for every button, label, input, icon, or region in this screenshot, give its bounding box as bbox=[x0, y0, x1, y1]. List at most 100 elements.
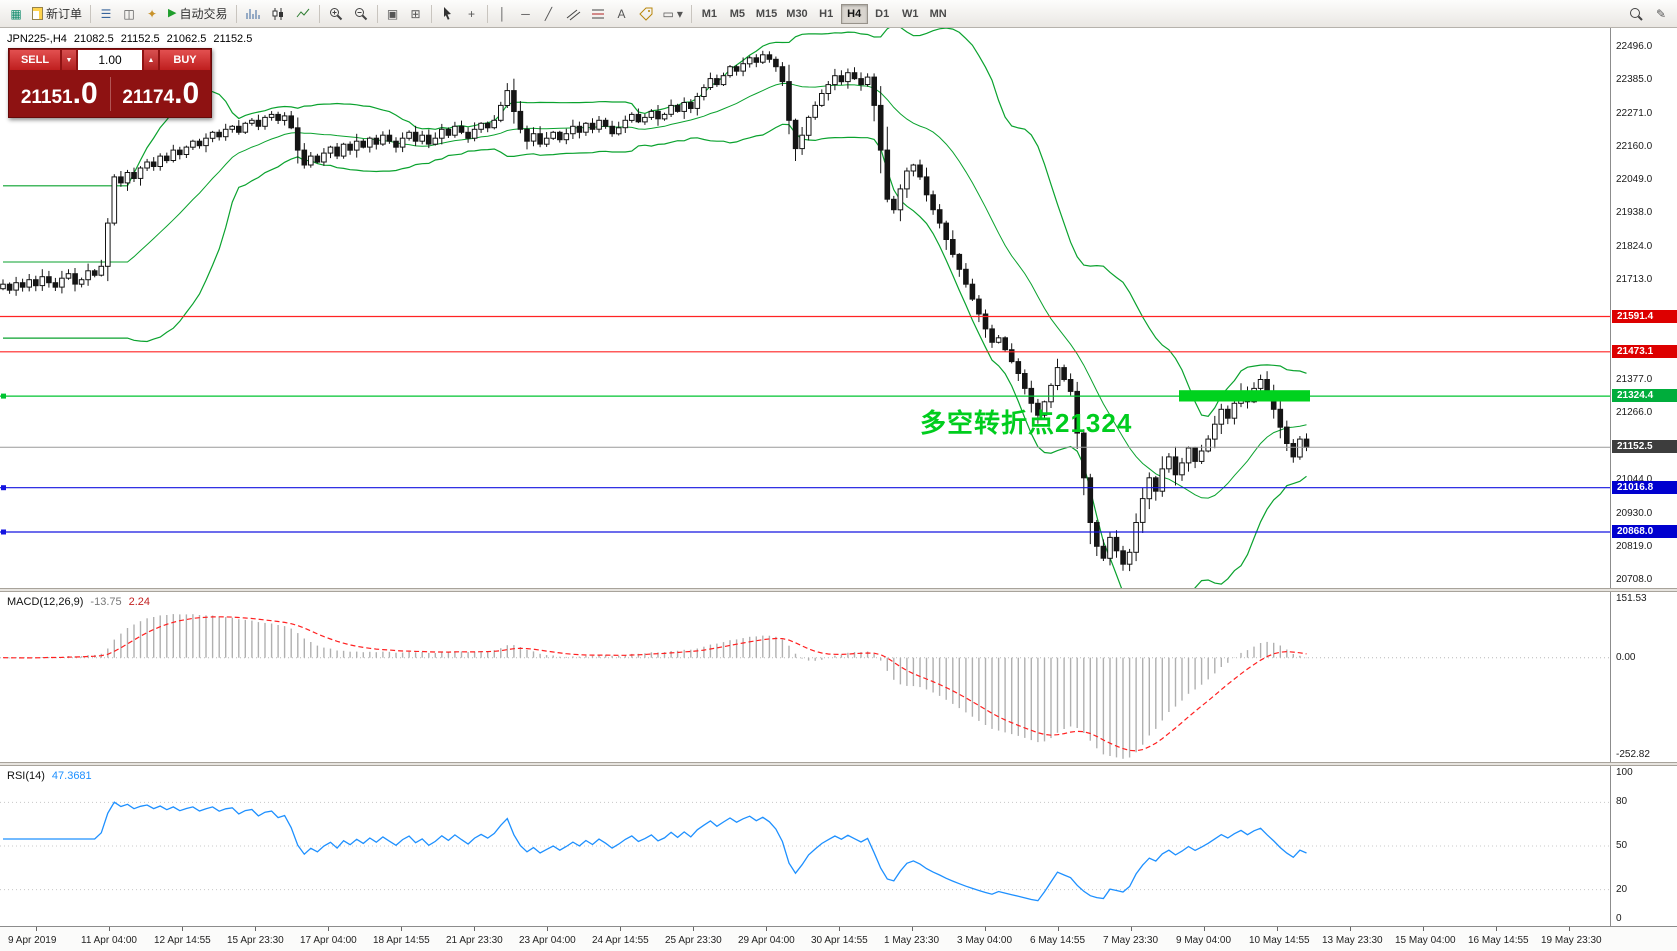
new-order-button[interactable]: 新订单 bbox=[28, 3, 86, 25]
volume-input[interactable] bbox=[77, 49, 143, 71]
bar-chart-button[interactable] bbox=[241, 3, 265, 25]
panel-splitter[interactable] bbox=[0, 588, 1677, 592]
main-chart-panel: JPN225-,H4 21082.5 21152.5 21062.5 21152… bbox=[0, 28, 1677, 588]
time-axis-label: 16 May 14:55 bbox=[1468, 935, 1529, 946]
auto-trading-button[interactable]: ▶ 自动交易 bbox=[164, 3, 231, 25]
timeframe-button-W1[interactable]: W1 bbox=[901, 7, 919, 20]
horizontal-line-button[interactable]: ─ bbox=[515, 3, 537, 25]
vertical-line-button[interactable]: │ bbox=[492, 3, 514, 25]
chevron-down-icon: ▾ bbox=[676, 6, 683, 21]
toolbar-separator bbox=[690, 4, 692, 23]
zoom-out-button[interactable] bbox=[349, 3, 373, 25]
new-chart-icon: ▦ bbox=[10, 6, 22, 21]
macd-label: MACD(12,26,9) bbox=[7, 596, 84, 608]
time-axis-label: 12 Apr 14:55 bbox=[154, 935, 211, 946]
time-axis[interactable]: 9 Apr 2019 11 Apr 04:00 12 Apr 14:55 15 Apr… bbox=[0, 926, 1677, 951]
navigator-button[interactable]: ✦ bbox=[141, 3, 163, 25]
price-axis-label: 22271.0 bbox=[1616, 108, 1653, 120]
chart-canvas[interactable]: JPN225-,H4 21082.5 21152.5 21062.5 21152… bbox=[0, 28, 1610, 588]
buy-button[interactable]: BUY bbox=[159, 49, 211, 71]
time-axis-label: 25 Apr 23:30 bbox=[665, 935, 722, 946]
new-order-icon bbox=[32, 7, 43, 20]
tile-windows-icon: ▣ bbox=[386, 6, 399, 21]
time-axis-tick bbox=[1423, 927, 1424, 931]
time-axis-label: 11 Apr 04:00 bbox=[81, 935, 137, 946]
trendline-button[interactable]: ╱ bbox=[538, 3, 560, 25]
crosshair-icon: + bbox=[467, 6, 475, 21]
price-badge-green: 21324.4 bbox=[1612, 389, 1677, 403]
rsi-label: RSI(14) bbox=[7, 770, 45, 782]
timeframe-button-H4[interactable]: H4 bbox=[840, 3, 868, 24]
search-button[interactable] bbox=[1624, 3, 1648, 25]
time-axis-tick bbox=[36, 927, 37, 931]
price-axis-label: 22385.0 bbox=[1616, 74, 1653, 86]
time-axis-label: 24 Apr 14:55 bbox=[592, 935, 649, 946]
sell-button[interactable]: SELL bbox=[9, 49, 61, 71]
time-axis-tick bbox=[1277, 927, 1278, 931]
chart-annotation: 多空转折点21324 bbox=[920, 408, 1133, 439]
crosshair-button[interactable]: + bbox=[461, 3, 483, 25]
line-chart-button[interactable] bbox=[291, 3, 315, 25]
volume-down-button[interactable]: ▼ bbox=[61, 49, 77, 71]
macd-axis-label: 0.00 bbox=[1616, 651, 1636, 663]
macd-axis[interactable]: 151.53 0.00 -252.82 bbox=[1610, 592, 1677, 762]
edit-button[interactable]: ✎ bbox=[1650, 3, 1672, 25]
timeframe-button-H1[interactable]: H1 bbox=[819, 7, 834, 20]
cursor-button[interactable] bbox=[436, 3, 460, 25]
shapes-button[interactable]: ▭ ▾ bbox=[659, 3, 687, 25]
fibonacci-button[interactable] bbox=[586, 3, 610, 25]
toolbar-separator bbox=[318, 4, 320, 23]
candlestick-chart-button[interactable] bbox=[266, 3, 290, 25]
panel-splitter[interactable] bbox=[0, 762, 1677, 766]
data-window-button[interactable]: ◫ bbox=[118, 3, 140, 25]
sell-price-frac: .0 bbox=[72, 77, 98, 110]
zoom-in-button[interactable] bbox=[324, 3, 348, 25]
new-chart-button[interactable]: ▦ bbox=[5, 3, 27, 25]
timeframe-button-M1[interactable]: M1 bbox=[701, 7, 718, 20]
macd-axis-label: -252.82 bbox=[1616, 749, 1650, 761]
zoom-out-icon bbox=[354, 7, 367, 20]
tile-windows-button[interactable]: ▣ bbox=[382, 3, 404, 25]
channel-button[interactable] bbox=[561, 3, 585, 25]
chart-window: JPN225-,H4 21082.5 21152.5 21062.5 21152… bbox=[0, 28, 1677, 951]
data-window-icon: ◫ bbox=[123, 6, 135, 21]
time-axis-label: 21 Apr 23:30 bbox=[446, 935, 503, 946]
bar-chart-icon bbox=[246, 8, 259, 19]
rsi-axis-label: 80 bbox=[1616, 796, 1628, 808]
rsi-canvas[interactable]: RSI(14) 47.3681 bbox=[0, 766, 1610, 926]
grid-button[interactable]: ⊞ bbox=[405, 3, 427, 25]
time-axis-tick bbox=[182, 927, 183, 931]
price-axis[interactable]: 22496.0 22385.0 22271.0 22160.0 22049.0 21938… bbox=[1610, 28, 1677, 588]
market-watch-button[interactable]: ☰ bbox=[95, 3, 117, 25]
rsi-axis[interactable]: 100 80 50 20 0 bbox=[1610, 766, 1677, 926]
timeframe-button-D1[interactable]: D1 bbox=[875, 7, 890, 20]
auto-trading-label: 自动交易 bbox=[179, 7, 228, 21]
toolbar-separator bbox=[430, 4, 432, 23]
zoom-in-icon bbox=[329, 7, 342, 20]
toolbar-separator bbox=[90, 4, 92, 23]
bar-close-value: 21152.5 bbox=[213, 33, 253, 45]
time-axis-tick bbox=[547, 927, 548, 931]
symbol-period-label: JPN225-,H4 bbox=[7, 33, 67, 45]
label-tool-button[interactable] bbox=[634, 3, 658, 25]
buy-price[interactable]: 21174 .0 bbox=[111, 77, 212, 111]
timeframe-button-M30[interactable]: M30 bbox=[786, 7, 808, 20]
timeframe-button-M15[interactable]: M15 bbox=[755, 7, 778, 20]
time-axis-label: 6 May 14:55 bbox=[1030, 935, 1086, 946]
volume-up-button[interactable]: ▲ bbox=[143, 49, 159, 71]
toolbar-separator bbox=[376, 4, 378, 23]
timeframe-button-MN[interactable]: MN bbox=[929, 7, 947, 20]
time-axis-label: 3 May 04:00 bbox=[957, 935, 1013, 946]
price-axis-label: 21938.0 bbox=[1616, 207, 1653, 219]
grid-icon: ⊞ bbox=[410, 6, 421, 21]
buy-price-frac: .0 bbox=[174, 77, 200, 110]
toolbar-separator bbox=[486, 4, 488, 23]
timeframe-button-M5[interactable]: M5 bbox=[729, 7, 746, 20]
trendline-icon: ╱ bbox=[544, 6, 553, 21]
auto-trading-icon: ▶ bbox=[168, 7, 177, 19]
macd-canvas[interactable]: MACD(12,26,9) -13.75 2.24 bbox=[0, 592, 1610, 762]
time-axis-tick bbox=[109, 927, 110, 931]
sell-price[interactable]: 21151 .0 bbox=[9, 77, 110, 111]
text-tool-button[interactable]: A bbox=[611, 3, 633, 25]
